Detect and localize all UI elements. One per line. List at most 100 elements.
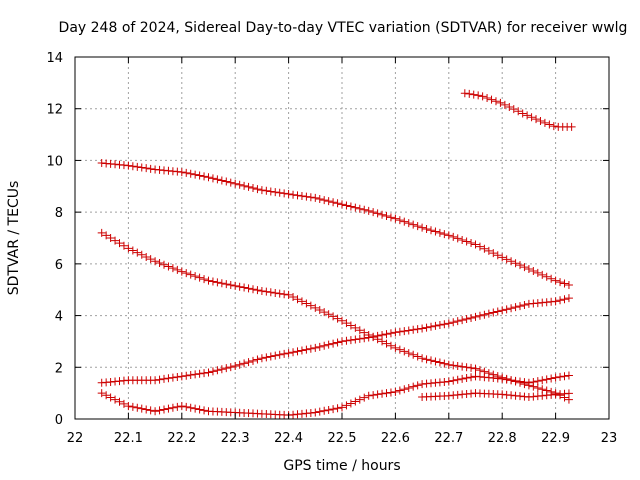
data-marks — [97, 89, 576, 420]
data-point — [480, 310, 489, 319]
data-point — [311, 303, 320, 312]
data-point — [342, 319, 351, 328]
data-point — [560, 279, 569, 288]
data-point — [462, 363, 471, 372]
data-point — [435, 228, 444, 237]
data-point — [444, 360, 453, 369]
x-tick-label: 23 — [601, 431, 618, 446]
data-point — [400, 385, 409, 394]
data-point — [474, 91, 483, 100]
y-tick-label: 10 — [46, 154, 63, 169]
y-tick-label: 2 — [55, 361, 63, 376]
data-point — [124, 244, 133, 253]
data-point — [168, 403, 177, 412]
y-tick-label: 4 — [55, 310, 63, 325]
data-point — [284, 190, 293, 199]
data-point — [217, 176, 226, 185]
data-point — [186, 169, 195, 178]
data-point — [529, 377, 538, 386]
data-point — [444, 377, 453, 386]
x-tick-label: 22.5 — [328, 431, 357, 446]
data-point — [177, 372, 186, 381]
data-point — [458, 316, 467, 325]
data-point — [111, 395, 120, 404]
data-point — [529, 266, 538, 275]
data-point — [302, 299, 311, 308]
data-point — [231, 179, 240, 188]
data-point — [467, 373, 476, 382]
data-point — [235, 180, 244, 189]
data-point — [346, 202, 355, 211]
data-point — [257, 287, 266, 296]
data-point — [346, 321, 355, 330]
data-point — [257, 354, 266, 363]
data-point — [182, 269, 191, 278]
data-point — [527, 113, 536, 122]
data-point — [498, 253, 507, 262]
data-point — [409, 382, 418, 391]
data-point — [204, 368, 213, 377]
data-point — [155, 258, 164, 267]
data-point — [551, 373, 560, 382]
data-point — [524, 378, 533, 387]
data-point — [509, 105, 518, 114]
data-point — [475, 311, 484, 320]
data-point — [382, 389, 391, 398]
data-point — [249, 184, 257, 193]
data-point — [404, 326, 413, 335]
data-point — [453, 317, 462, 326]
x-tick-label: 22.6 — [381, 431, 410, 446]
data-point — [151, 376, 160, 385]
data-point — [435, 321, 444, 330]
data-point — [418, 223, 427, 232]
data-point — [551, 297, 560, 306]
data-point — [462, 315, 471, 324]
data-point — [462, 374, 471, 383]
data-point — [524, 265, 533, 274]
data-point — [545, 120, 554, 129]
data-point — [449, 361, 458, 370]
x-tick-label: 22.3 — [221, 431, 250, 446]
data-point — [333, 199, 342, 208]
x-tick-label: 22 — [67, 431, 84, 446]
data-point — [542, 272, 551, 281]
data-point — [346, 399, 355, 408]
data-point — [413, 352, 422, 361]
data-point — [208, 277, 217, 286]
data-point — [395, 216, 404, 225]
data-point — [409, 220, 418, 229]
data-point — [498, 306, 507, 315]
data-point — [320, 406, 329, 415]
data-point — [547, 374, 556, 383]
data-point — [191, 404, 200, 413]
data-point — [213, 175, 222, 184]
data-point — [217, 365, 226, 374]
data-point — [231, 361, 240, 370]
data-point — [395, 386, 404, 395]
data-point — [324, 405, 333, 414]
data-point — [542, 375, 551, 384]
data-point — [491, 97, 500, 106]
y-axis-label: SDTVAR / TECUs — [6, 181, 22, 296]
data-point — [378, 389, 387, 398]
data-point — [400, 217, 409, 226]
data-point — [453, 361, 462, 370]
data-point — [516, 261, 524, 270]
data-point — [280, 290, 289, 299]
data-point — [262, 353, 271, 362]
y-tick-label: 0 — [55, 413, 63, 428]
data-point — [195, 171, 204, 180]
data-point — [213, 366, 222, 375]
data-point — [262, 287, 271, 296]
data-point — [458, 235, 467, 244]
data-point — [467, 363, 476, 372]
data-point — [208, 367, 217, 376]
data-point — [257, 186, 266, 195]
data-point — [275, 188, 284, 197]
data-point — [111, 236, 120, 245]
x-tick-label: 22.8 — [488, 431, 517, 446]
data-point — [151, 257, 160, 266]
data-point — [431, 357, 440, 366]
data-point — [369, 332, 378, 341]
data-point — [324, 340, 333, 349]
